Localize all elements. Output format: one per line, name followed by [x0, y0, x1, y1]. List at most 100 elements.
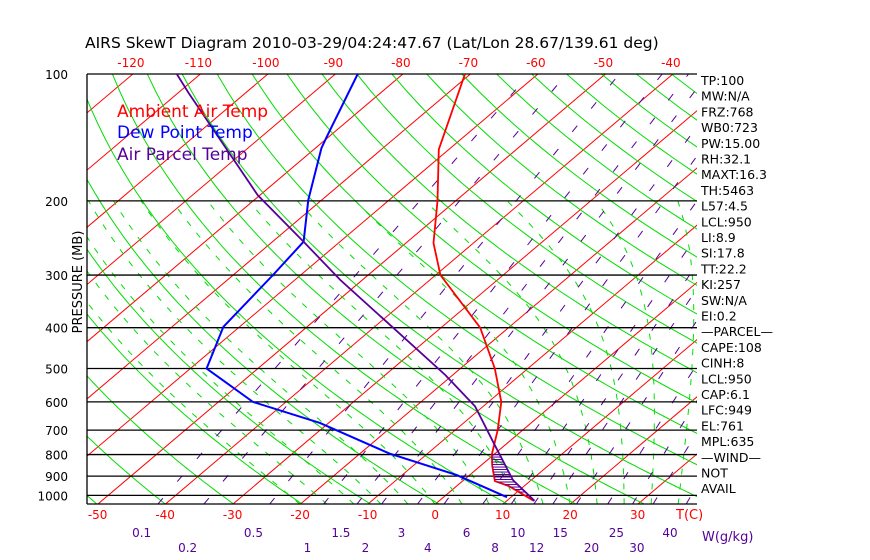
top-temperature-tick-label: -120 [117, 56, 144, 70]
bottom-temperature-tick-label: -10 [358, 508, 378, 522]
stat-item: PW:15.00 [701, 136, 760, 151]
dry-adiabat-line [111, 74, 577, 504]
stat-item: EI:0.2 [701, 309, 737, 324]
dry-adiabat-line [321, 74, 697, 374]
dry-adiabat-line [146, 74, 646, 504]
mixing-ratio-tick-label: 0.2 [178, 541, 197, 555]
isotherm-line [569, 396, 697, 504]
dry-adiabat-line [87, 248, 372, 504]
mixing-ratio-tick-label: 40 [662, 526, 677, 540]
stat-item: —WIND— [701, 450, 761, 465]
stat-item: LCL:950 [701, 214, 752, 229]
stat-item: NOT [701, 466, 728, 481]
mixing-ratio-unit-label: W(g/kg) [702, 530, 753, 545]
stat-item: FRZ:768 [701, 104, 754, 119]
top-temperature-tick-label: -80 [391, 56, 411, 70]
bottom-temperature-tick-label: -20 [290, 508, 310, 522]
isotherm-line [299, 167, 697, 504]
pressure-tick-label: 900 [45, 470, 68, 484]
legend-air-parcel-temp: Air Parcel Temp [117, 145, 248, 165]
stat-item: L57:4.5 [701, 199, 748, 214]
pressure-tick-label: 300 [45, 269, 68, 283]
isotherm-line [232, 110, 697, 504]
chart-title: AIRS SkewT Diagram 2010-03-29/04:24:47.6… [85, 34, 659, 52]
bottom-temperature-tick-label: -50 [88, 508, 108, 522]
bottom-temperature-tick-label: 0 [431, 508, 439, 522]
top-temperature-tick-label: -40 [661, 56, 681, 70]
isotherm-line [773, 74, 870, 504]
moist-adiabat-line [207, 200, 490, 504]
mixing-ratio-tick-label: 20 [584, 541, 599, 555]
mixing-ratio-tick-label: 0.5 [244, 526, 263, 540]
isotherm-line [367, 224, 697, 504]
mixing-ratio-tick-label: 0.1 [132, 526, 151, 540]
dry-adiabat-line [181, 74, 697, 498]
moist-adiabat-line [87, 200, 382, 504]
stat-item: AVAIL [701, 481, 736, 496]
stat-item: MW:N/A [701, 89, 750, 104]
mixing-ratio-tick-label: 10 [510, 526, 525, 540]
stat-item: KI:257 [701, 277, 741, 292]
mixing-ratio-line [323, 74, 663, 504]
top-temperature-tick-label: -100 [252, 56, 279, 70]
dry-adiabat-line [741, 74, 870, 504]
dry-adiabat-line [286, 74, 697, 404]
pressure-tick-label: 200 [45, 195, 68, 209]
stat-item: SW:N/A [701, 293, 747, 308]
moist-adiabat-line [506, 200, 625, 504]
moist-adiabat-line [595, 200, 655, 504]
stat-item: CAP:6.1 [701, 387, 750, 402]
mixing-ratio-tick-label: 4 [424, 541, 432, 555]
dry-adiabat-line [87, 375, 235, 504]
stat-item: LI:8.9 [701, 230, 736, 245]
pressure-tick-label: 600 [45, 396, 68, 410]
mixing-ratio-line [203, 74, 567, 504]
mixing-ratio-line [381, 87, 697, 504]
moist-adiabat-line [171, 200, 463, 504]
moist-adiabat-line [87, 235, 355, 504]
stat-item: MPL:635 [701, 434, 754, 449]
top-temperature-tick-label: -110 [185, 56, 212, 70]
bottom-temperature-tick-label: 30 [630, 508, 645, 522]
isotherm-line [87, 74, 404, 343]
mixing-ratio-tick-label: 12 [529, 541, 544, 555]
moist-adiabat-line [140, 200, 436, 504]
isotherm-line [87, 74, 539, 457]
pressure-tick-label: 800 [45, 449, 68, 463]
mixing-ratio-line [417, 125, 697, 504]
stat-item: EL:761 [701, 418, 744, 433]
top-temperature-tick-label: -50 [594, 56, 614, 70]
moist-adiabat-line [248, 200, 517, 504]
dry-adiabat-line [87, 178, 440, 504]
dry-adiabat-line [846, 74, 870, 504]
stat-item: CAPE:108 [701, 340, 762, 355]
stat-item: TT:22.2 [700, 261, 747, 276]
mixing-ratio-line [157, 74, 530, 504]
dry-adiabat-line [811, 74, 870, 504]
isotherm-line [0, 74, 65, 504]
pressure-tick-label: 700 [45, 424, 68, 438]
isotherm-line [434, 281, 697, 504]
y-axis-label: PRESSURE (MB) [71, 231, 86, 334]
stat-item: CINH:8 [701, 356, 744, 371]
mixing-ratio-line [552, 287, 697, 504]
mixing-ratio-tick-label: 30 [629, 541, 644, 555]
isotherm-line [502, 338, 697, 504]
stats-panel: TP:100MW:N/AFRZ:768WB0:723PW:15.00RH:32.… [700, 73, 773, 496]
mixing-ratio-tick-label: 6 [463, 526, 471, 540]
ambient-air-temp-line [432, 74, 535, 502]
legend: Ambient Air Temp Dew Point Temp Air Parc… [117, 102, 268, 165]
mixing-ratio-tick-label: 25 [609, 526, 624, 540]
moist-adiabat-line [677, 200, 695, 504]
stat-item: MAXT:16.3 [701, 167, 767, 182]
mixing-ratio-tick-label: 1.5 [331, 526, 350, 540]
isotherm-line [87, 74, 336, 286]
dry-adiabat-line [0, 74, 29, 504]
mixing-ratio-tick-label: 3 [398, 526, 406, 540]
mixing-ratio-tick-label: 2 [362, 541, 370, 555]
top-temperature-tick-label: -70 [459, 56, 479, 70]
moist-adiabat-line [87, 270, 328, 504]
top-temperature-tick-label: -60 [526, 56, 546, 70]
dry-adiabat-line [776, 74, 870, 504]
